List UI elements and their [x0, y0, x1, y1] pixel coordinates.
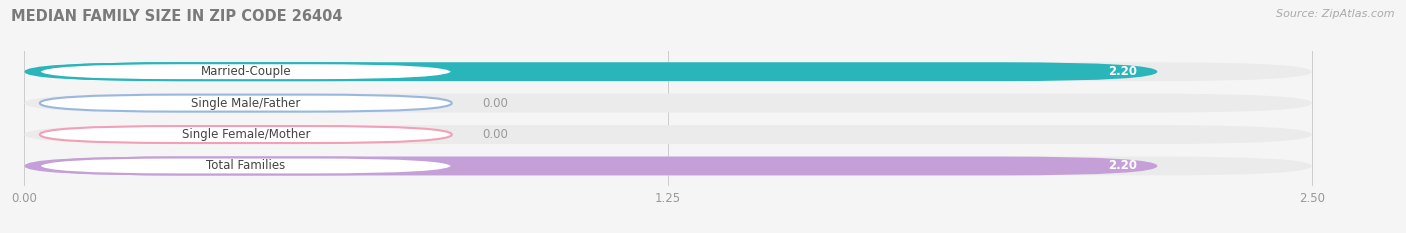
FancyBboxPatch shape: [24, 157, 1157, 175]
FancyBboxPatch shape: [39, 158, 451, 175]
Text: Source: ZipAtlas.com: Source: ZipAtlas.com: [1277, 9, 1395, 19]
Text: 0.00: 0.00: [482, 97, 509, 110]
FancyBboxPatch shape: [24, 94, 1312, 113]
FancyBboxPatch shape: [24, 125, 1312, 144]
Text: MEDIAN FAMILY SIZE IN ZIP CODE 26404: MEDIAN FAMILY SIZE IN ZIP CODE 26404: [11, 9, 343, 24]
Text: 2.20: 2.20: [1108, 65, 1137, 78]
FancyBboxPatch shape: [24, 62, 1157, 81]
Text: 2.20: 2.20: [1108, 159, 1137, 172]
FancyBboxPatch shape: [39, 95, 451, 112]
FancyBboxPatch shape: [24, 62, 1312, 81]
FancyBboxPatch shape: [39, 63, 451, 80]
FancyBboxPatch shape: [24, 157, 1312, 175]
Text: Single Female/Mother: Single Female/Mother: [181, 128, 311, 141]
Text: Total Families: Total Families: [207, 159, 285, 172]
Text: Married-Couple: Married-Couple: [201, 65, 291, 78]
FancyBboxPatch shape: [39, 126, 451, 143]
Text: Single Male/Father: Single Male/Father: [191, 97, 301, 110]
Text: 0.00: 0.00: [482, 128, 509, 141]
